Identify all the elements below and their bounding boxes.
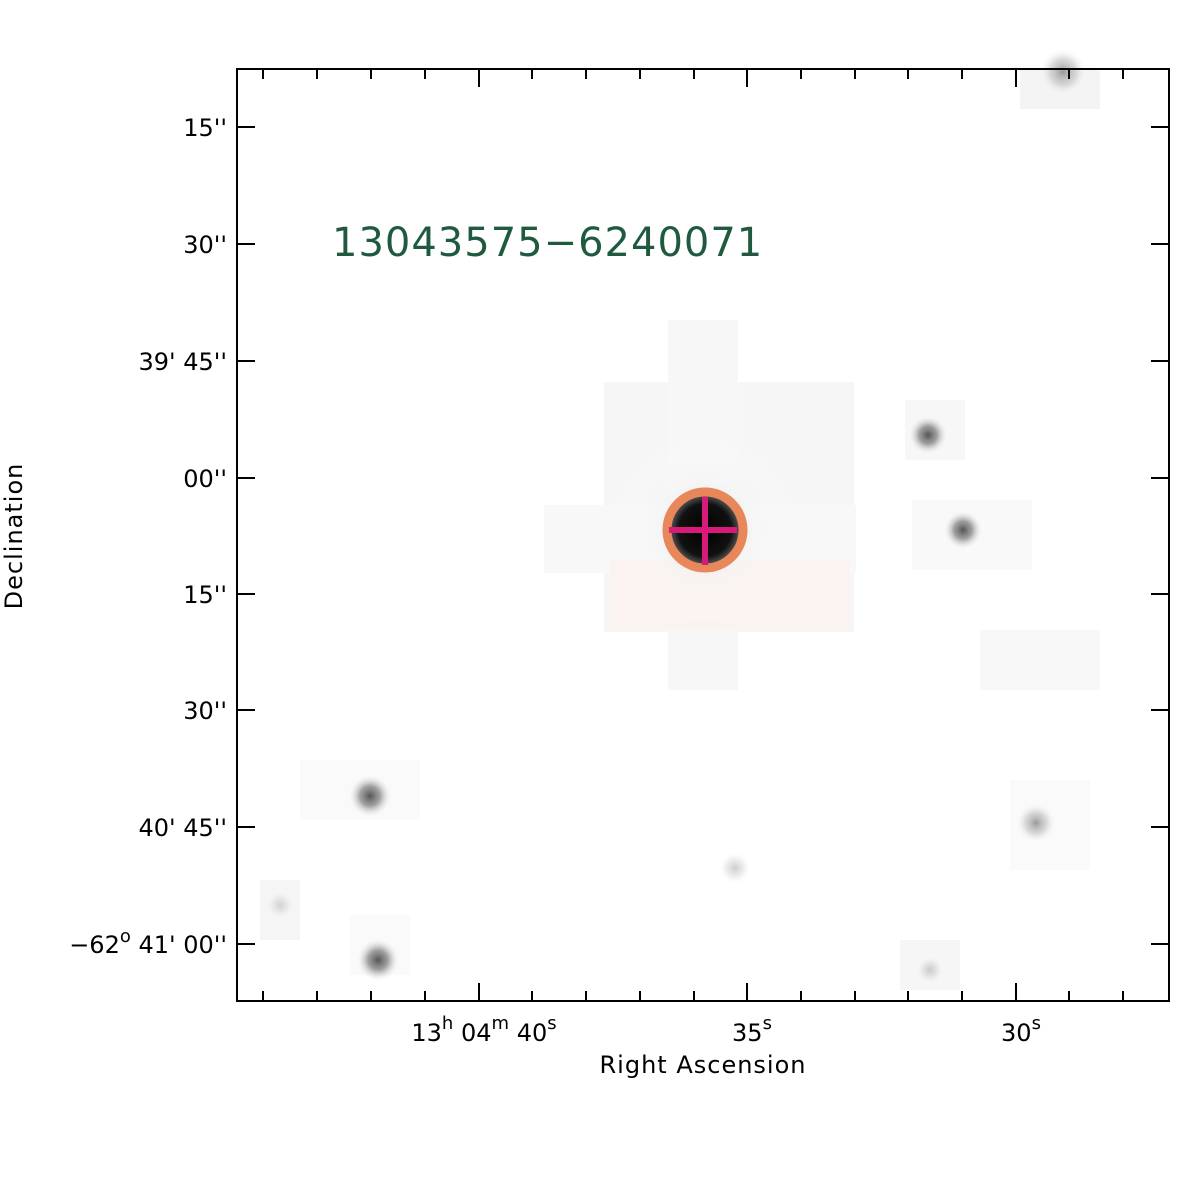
x-axis-title: Right Ascension xyxy=(600,1051,807,1079)
star xyxy=(719,852,751,884)
dec-tick-labels: 15'' 30'' 39' 45'' 00'' 15'' 30'' 40' 45… xyxy=(69,114,227,959)
dec-tick-label: −62o 41' 00'' xyxy=(69,926,227,959)
star xyxy=(356,938,400,982)
dec-tick-label: 30'' xyxy=(183,231,227,259)
source-name-label: 13043575−6240071 xyxy=(332,220,763,266)
y-axis-title: Declination xyxy=(0,463,28,610)
dec-tick-label: 00'' xyxy=(183,465,227,493)
star xyxy=(348,774,392,818)
target-source xyxy=(661,486,749,574)
star xyxy=(916,956,944,984)
ra-tick-label: 13h 04m 40s xyxy=(411,1013,556,1047)
star xyxy=(908,415,948,455)
star xyxy=(1039,48,1087,96)
dec-tick-label: 30'' xyxy=(183,697,227,725)
dec-tick-label: 39' 45'' xyxy=(139,348,228,376)
ra-tick-label: 35s xyxy=(732,1013,772,1047)
ra-tick-label: 30s xyxy=(1001,1013,1041,1047)
star xyxy=(943,510,983,550)
dec-tick-label: 15'' xyxy=(183,114,227,142)
dec-tick-label: 40' 45'' xyxy=(139,814,228,842)
star xyxy=(1016,803,1056,843)
dec-axis-ticks xyxy=(237,126,1169,945)
dec-tick-label: 15'' xyxy=(183,581,227,609)
ra-tick-labels: 13h 04m 40s 35s 30s xyxy=(411,1013,1041,1047)
ra-axis-ticks xyxy=(262,69,1124,1001)
aperture-circle xyxy=(662,487,748,573)
plot-frame xyxy=(236,68,1170,1002)
star xyxy=(266,891,294,919)
